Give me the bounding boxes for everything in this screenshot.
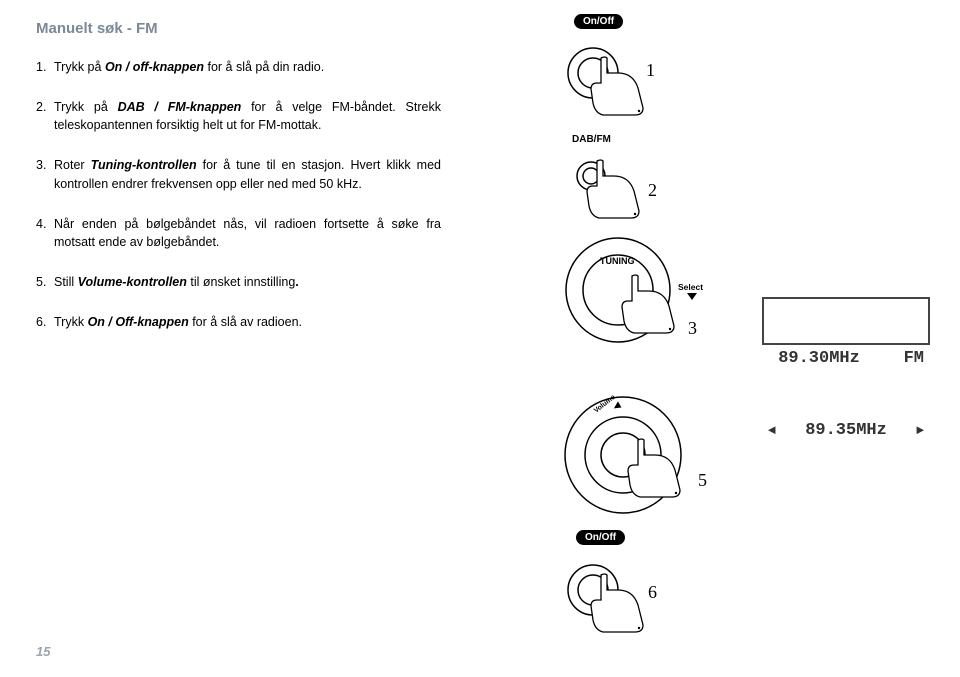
step-body-2: Trykk på DAB / FM-knappen for å velge FM… <box>54 98 441 134</box>
diagram-num-1: 1 <box>646 60 655 81</box>
onoff-button-2-diagram <box>563 550 723 640</box>
diagram-num-2: 2 <box>648 180 657 201</box>
step-num-4: 4. <box>36 215 54 251</box>
step-num-6: 6. <box>36 313 54 331</box>
step-body-4: Når enden på bølgebåndet nås, vil radioe… <box>54 215 441 251</box>
onoff-button-1-diagram <box>563 33 723 123</box>
diagram-num-6: 6 <box>648 582 657 603</box>
step-6: 6.Trykk On / Off-knappen for å slå av ra… <box>36 313 441 331</box>
step-num-5: 5. <box>36 273 54 291</box>
dabfm-label: DAB/FM <box>572 134 611 145</box>
volume-dial-diagram: Volume <box>558 383 758 533</box>
step-1: 1.Trykk på On / off-knappen for å slå på… <box>36 58 441 76</box>
lcd-line2: 89.35MHz <box>805 419 887 443</box>
lcd-line1-left: 89.30MHz <box>768 347 860 371</box>
lcd-display: 89.30MHzFM ◄89.35MHz► <box>762 297 930 345</box>
page-title: Manuelt søk - FM <box>36 20 158 37</box>
onoff-pill-top: On/Off <box>574 14 623 29</box>
dabfm-button-diagram <box>563 148 723 228</box>
select-label: Select <box>678 282 703 292</box>
tuning-dial-diagram <box>558 225 748 365</box>
step-num-1: 1. <box>36 58 54 76</box>
step-3: 3.Roter Tuning-kontrollen for å tune til… <box>36 156 441 192</box>
step-4: 4.Når enden på bølgebåndet nås, vil radi… <box>36 215 441 251</box>
diagram-num-3: 3 <box>688 318 697 339</box>
instruction-list: 1.Trykk på On / off-knappen for å slå på… <box>36 58 441 353</box>
diagram-num-5: 5 <box>698 470 707 491</box>
page-number: 15 <box>36 644 50 659</box>
step-body-1: Trykk på On / off-knappen for å slå på d… <box>54 58 441 76</box>
select-arrow-icon <box>687 293 697 301</box>
step-num-3: 3. <box>36 156 54 192</box>
step-5: 5.Still Volume-kontrollen til ønsket inn… <box>36 273 441 291</box>
step-body-5: Still Volume-kontrollen til ønsket innst… <box>54 273 441 291</box>
step-num-2: 2. <box>36 98 54 134</box>
lcd-line1-right: FM <box>904 347 924 371</box>
onoff-pill-bottom: On/Off <box>576 530 625 545</box>
step-2: 2.Trykk på DAB / FM-knappen for å velge … <box>36 98 441 134</box>
step-body-6: Trykk On / Off-knappen for å slå av radi… <box>54 313 441 331</box>
step-body-3: Roter Tuning-kontrollen for å tune til e… <box>54 156 441 192</box>
tuning-label: TUNING <box>600 256 635 266</box>
